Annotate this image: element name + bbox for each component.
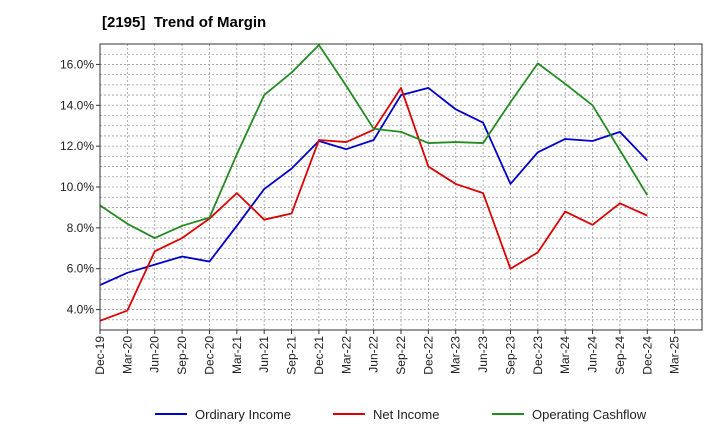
- series-line-operating-cashflow: [99, 44, 649, 239]
- x-tick-label: Dec-19: [93, 336, 107, 375]
- x-tick-label: Sep-22: [394, 336, 408, 375]
- y-tick-label: 10.0%: [60, 180, 94, 194]
- series-line-ordinary-income: [99, 87, 648, 286]
- chart-title: [2195] Trend of Margin: [102, 14, 267, 31]
- y-tick-label: 12.0%: [60, 139, 94, 153]
- grid-lines: [100, 44, 702, 330]
- x-tick-label: Jun-23: [476, 336, 490, 373]
- y-tick-label: 6.0%: [67, 262, 95, 276]
- x-tick-label: Jun-24: [586, 336, 600, 373]
- y-tick-label: 8.0%: [67, 221, 95, 235]
- x-tick-label: Jun-22: [367, 336, 381, 373]
- x-tick-label: Jun-21: [257, 336, 271, 373]
- x-tick-label: Mar-22: [339, 336, 353, 374]
- y-axis-ticks: 4.0% 6.0% 8.0% 10.0% 12.0% 14.0% 16.0%: [60, 57, 100, 317]
- series-lines: [99, 44, 649, 322]
- x-tick-label: Sep-20: [175, 336, 189, 375]
- x-tick-label: Dec-22: [421, 336, 435, 375]
- x-tick-label: Mar-25: [668, 336, 682, 374]
- x-tick-label: Sep-21: [285, 336, 299, 375]
- y-tick-label: 4.0%: [67, 303, 95, 317]
- x-tick-label: Mar-23: [449, 336, 463, 374]
- legend-label: Net Income: [373, 407, 439, 422]
- legend: Ordinary Income Net Income Operating Cashf…: [155, 407, 647, 422]
- x-tick-label: Jun-20: [148, 336, 162, 373]
- x-axis-ticks: Dec-19 Mar-20 Jun-20 Sep-20 Dec-20 Mar-21 Jun-…: [93, 330, 682, 375]
- x-tick-label: Mar-24: [558, 336, 572, 374]
- legend-label: Operating Cashflow: [532, 407, 647, 422]
- x-tick-label: Sep-24: [613, 336, 627, 375]
- series-line-net-income: [99, 87, 648, 322]
- x-tick-label: Mar-21: [230, 336, 244, 374]
- x-tick-label: Sep-23: [503, 336, 517, 375]
- x-tick-label: Mar-20: [120, 336, 134, 374]
- x-tick-label: Dec-21: [312, 336, 326, 375]
- x-tick-label: Dec-20: [202, 336, 216, 375]
- y-tick-label: 14.0%: [60, 98, 94, 112]
- y-tick-label: 16.0%: [60, 57, 94, 71]
- legend-label: Ordinary Income: [195, 407, 291, 422]
- x-tick-label: Dec-23: [531, 336, 545, 375]
- x-tick-label: Dec-24: [640, 336, 654, 375]
